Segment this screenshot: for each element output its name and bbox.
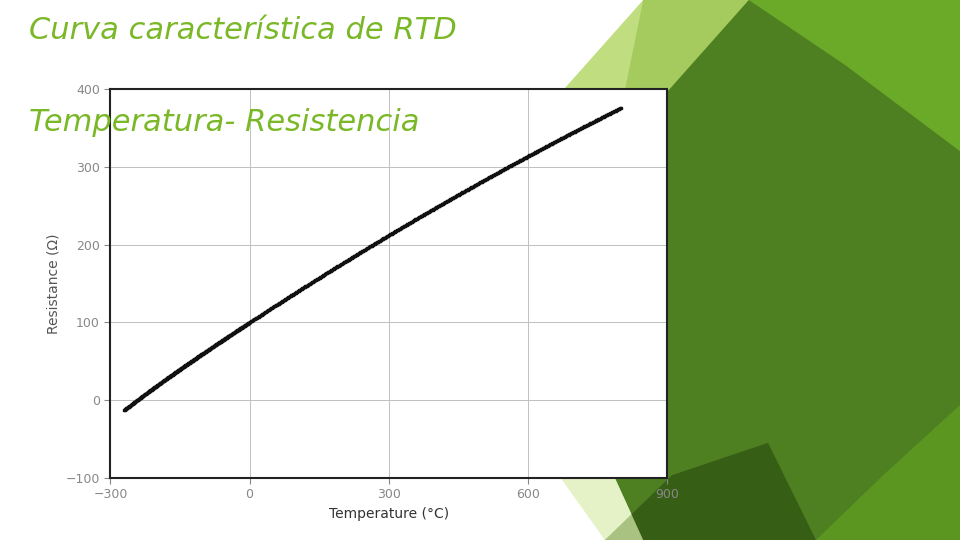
Polygon shape xyxy=(557,0,749,162)
Polygon shape xyxy=(605,443,816,540)
Polygon shape xyxy=(528,351,643,540)
Polygon shape xyxy=(557,0,960,540)
Y-axis label: Resistance (Ω): Resistance (Ω) xyxy=(46,233,60,334)
X-axis label: Temperature (°C): Temperature (°C) xyxy=(328,507,449,521)
Polygon shape xyxy=(749,0,960,151)
Polygon shape xyxy=(518,135,605,378)
Text: Temperatura- Resistencia: Temperatura- Resistencia xyxy=(29,108,420,137)
Text: Curva característica de RTD: Curva característica de RTD xyxy=(29,16,457,45)
Polygon shape xyxy=(816,405,960,540)
